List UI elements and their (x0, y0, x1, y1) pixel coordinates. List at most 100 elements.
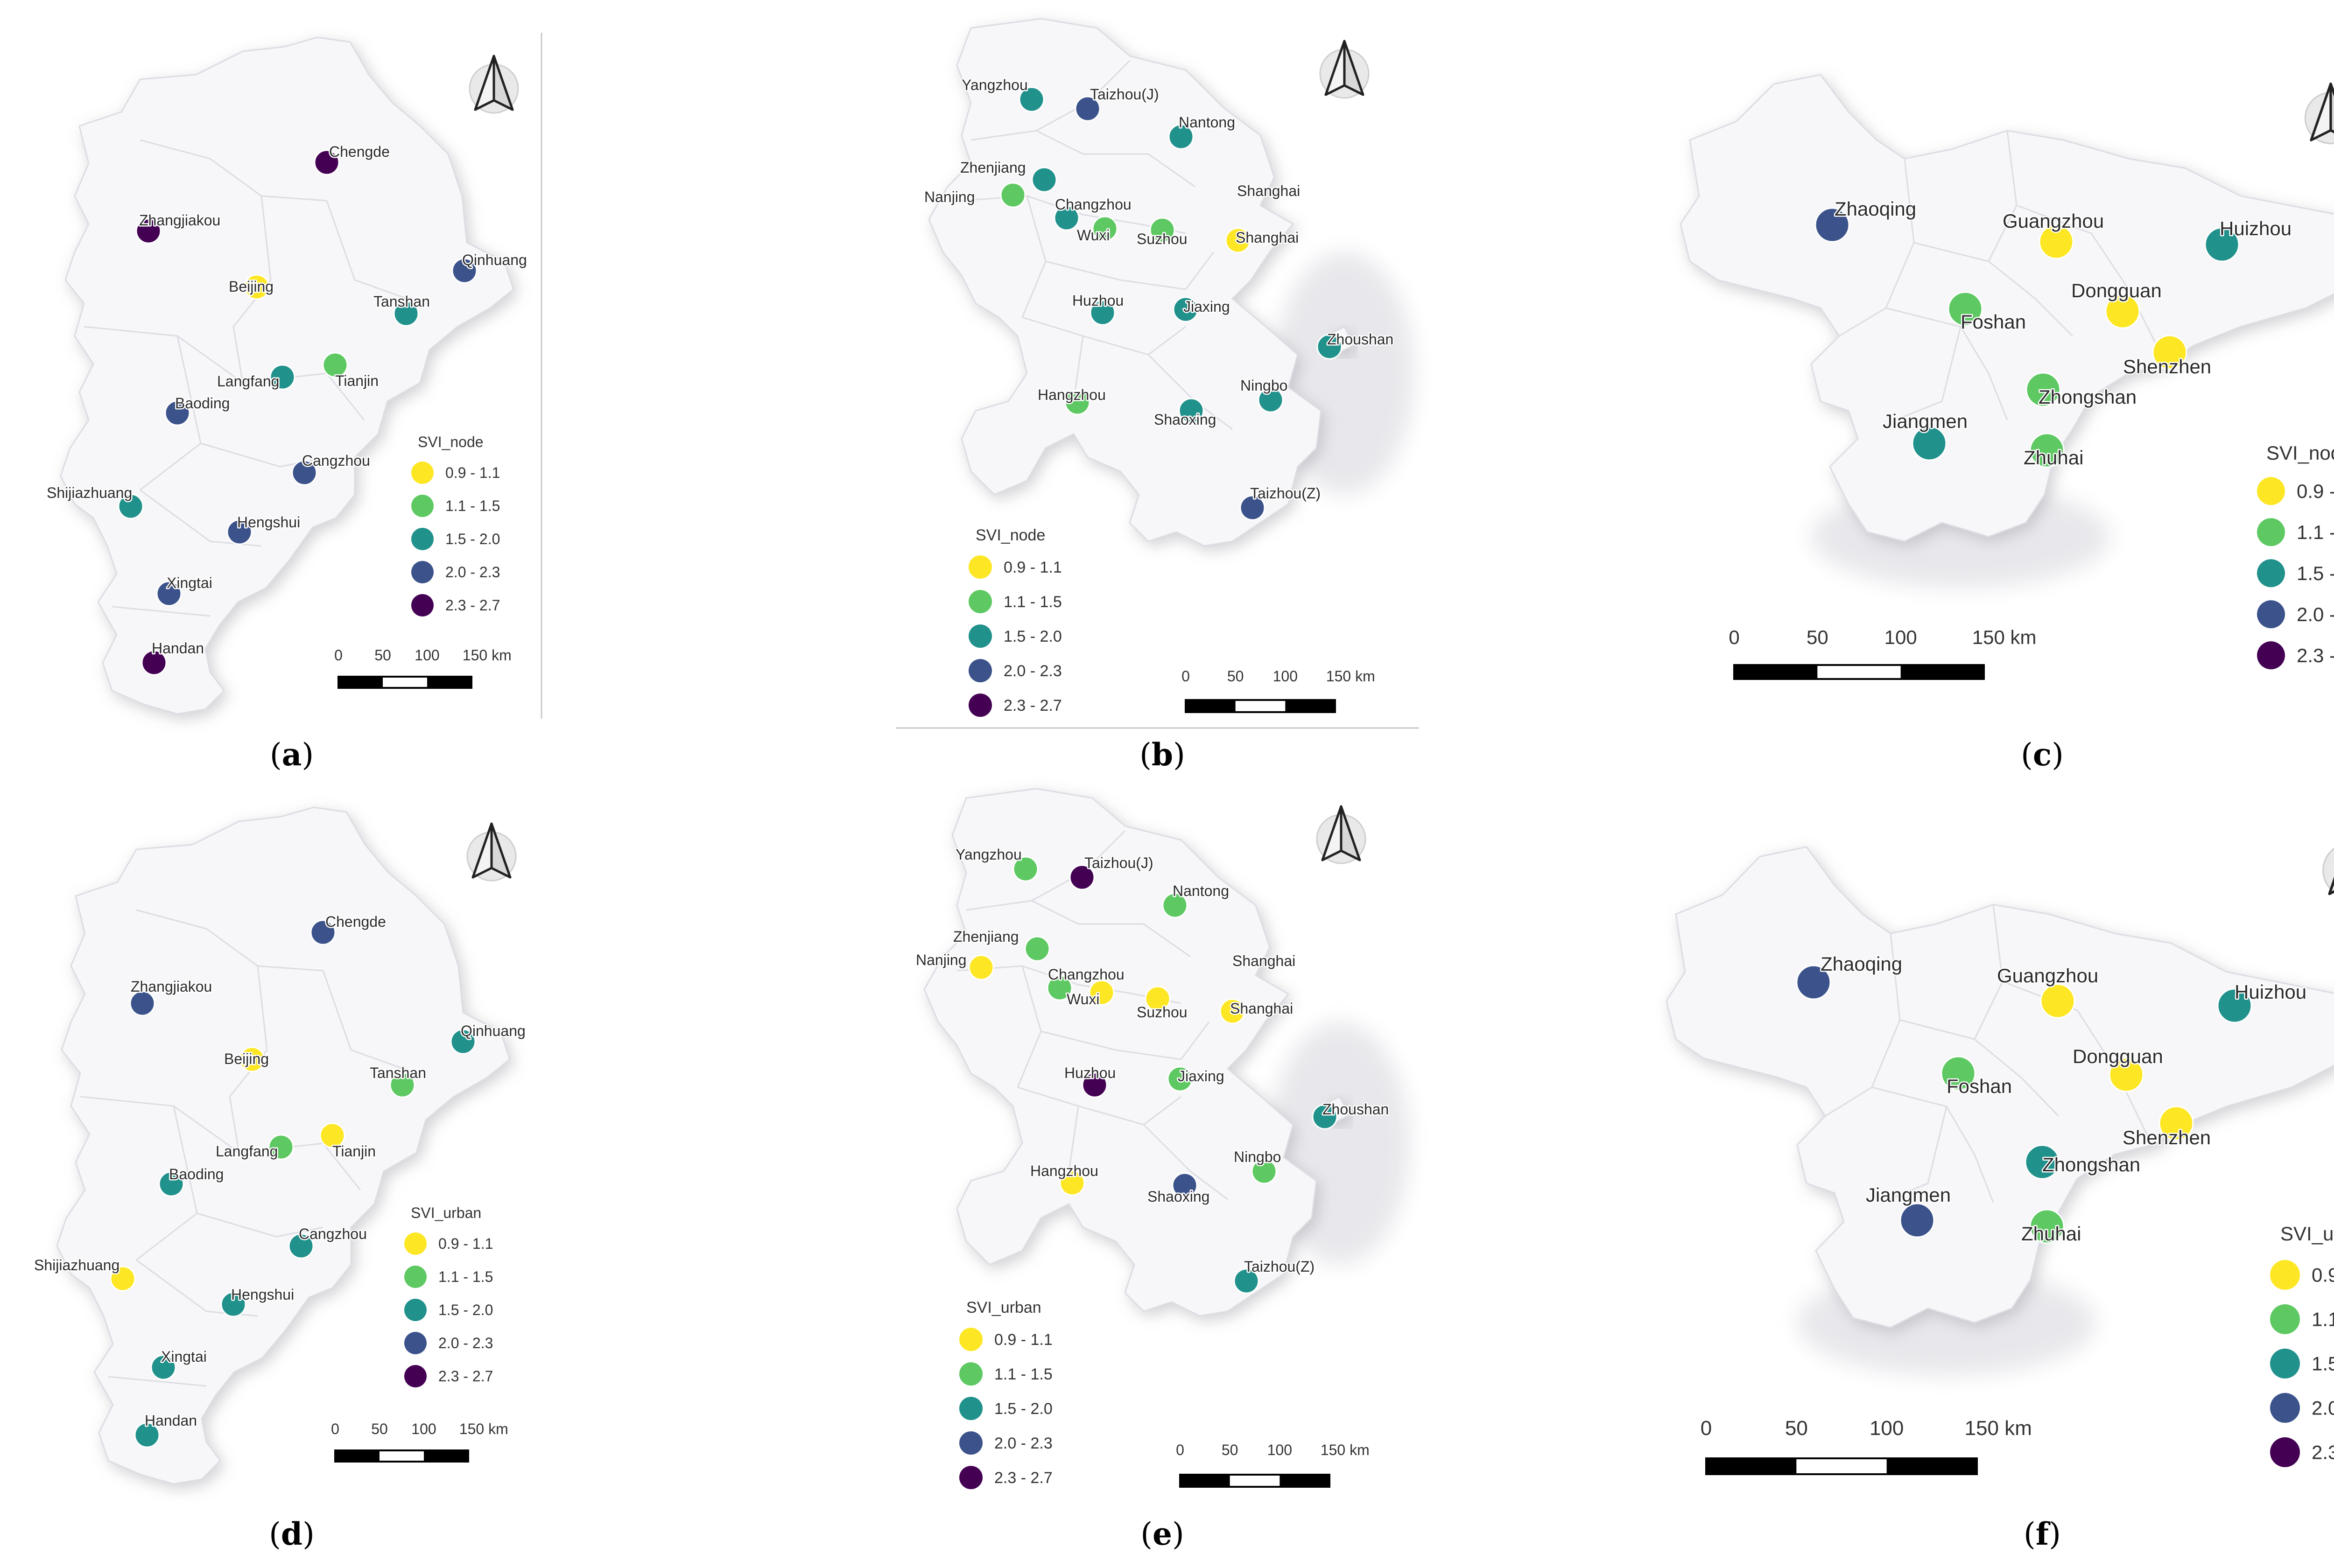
city-marker-cangzhou[interactable] (291, 460, 317, 486)
city-marker-zhaoqing[interactable] (1796, 965, 1831, 1000)
city-marker-jiangmen[interactable] (1912, 426, 1947, 461)
city-marker-langfang[interactable] (268, 1134, 294, 1160)
city-marker-chengde[interactable] (310, 919, 336, 945)
city-marker-zhuhai[interactable] (2029, 433, 2065, 468)
city-marker-suzhou[interactable] (1145, 986, 1171, 1012)
legend-label: 1.5 - 2.0 (2312, 1353, 2334, 1375)
legend-swatch-4 (2270, 1437, 2300, 1467)
city-marker-shijiazhuang[interactable] (118, 493, 144, 519)
city-marker-changzhou[interactable] (1054, 205, 1080, 231)
city-marker-shijiazhuang[interactable] (110, 1266, 136, 1292)
city-label-handan: Handan (152, 640, 204, 657)
legend-swatch-1 (2270, 1304, 2300, 1334)
city-marker-qinhuang[interactable] (450, 1029, 476, 1055)
city-marker-hangzhou[interactable] (1064, 389, 1090, 415)
legend-swatch-3 (959, 1431, 983, 1455)
city-marker-handan[interactable] (134, 1422, 160, 1448)
city-marker-huzhou[interactable] (1090, 300, 1116, 326)
legend-swatch-3 (2257, 600, 2285, 629)
city-marker-tianjin[interactable] (319, 1122, 345, 1148)
city-marker-dongguan[interactable] (2105, 294, 2140, 329)
city-marker-changzhou[interactable] (1047, 975, 1073, 1001)
city-marker-shenzhen[interactable] (2158, 1106, 2194, 1141)
city-marker-xingtai[interactable] (150, 1354, 176, 1380)
city-marker-beijing[interactable] (244, 274, 270, 300)
city-marker-zhenjiang[interactable] (1031, 167, 1057, 193)
city-marker-nantong[interactable] (1168, 124, 1194, 150)
city-marker-jiaxing[interactable] (1167, 1066, 1193, 1092)
city-marker-zhangjiakou[interactable] (135, 218, 162, 244)
city-marker-beijing[interactable] (239, 1046, 265, 1072)
city-marker-handan[interactable] (141, 650, 167, 676)
city-marker-zhuhai[interactable] (2029, 1209, 2065, 1244)
city-marker-shenzhen[interactable] (2152, 335, 2187, 370)
city-marker-jiangmen[interactable] (1899, 1203, 1935, 1238)
city-marker-dongguan[interactable] (2109, 1057, 2144, 1092)
city-marker-guangzhou[interactable] (2039, 224, 2074, 259)
north-arrow-right (492, 55, 514, 111)
city-marker-xingtai[interactable] (156, 581, 182, 607)
city-marker-cangzhou[interactable] (288, 1233, 314, 1259)
city-marker-zhenjiang[interactable] (1024, 936, 1050, 962)
city-marker-langfang[interactable] (269, 364, 295, 390)
city-marker-huizhou[interactable] (2217, 988, 2252, 1023)
city-marker-shaoxing[interactable] (1172, 1172, 1198, 1198)
scale-tick-label: 50 (1807, 626, 1828, 648)
city-marker-ningbo[interactable] (1258, 387, 1284, 413)
city-marker-taizhou-z[interactable] (1239, 495, 1265, 521)
city-marker-hengshui[interactable] (226, 519, 253, 545)
city-marker-foshan[interactable] (1947, 291, 1983, 327)
city-marker-yangzhou[interactable] (1019, 86, 1045, 112)
city-marker-qinhuang[interactable] (451, 258, 478, 284)
scale-tick-label: 50 (374, 647, 391, 664)
yrd-region-shape (923, 788, 1317, 1317)
city-marker-baoding[interactable] (158, 1171, 184, 1197)
city-marker-hangzhou[interactable] (1059, 1170, 1085, 1196)
city-marker-tanshan[interactable] (389, 1072, 415, 1098)
city-marker-nanjing[interactable] (1000, 182, 1026, 208)
city-marker-yangzhou[interactable] (1012, 856, 1039, 882)
city-label-zhoushan: Zhoushan (1322, 1101, 1389, 1118)
city-marker-baoding[interactable] (164, 400, 190, 426)
city-marker-suzhou[interactable] (1149, 217, 1175, 243)
city-marker-zhongshan[interactable] (2025, 372, 2061, 407)
city-marker-shanghai[interactable] (1225, 227, 1251, 253)
city-marker-taizhou-j[interactable] (1069, 864, 1095, 890)
city-marker-hengshui[interactable] (220, 1291, 246, 1317)
city-marker-ningbo[interactable] (1251, 1158, 1277, 1184)
city-marker-taizhou-j[interactable] (1075, 96, 1101, 122)
city-marker-chengde[interactable] (314, 149, 340, 175)
city-label-guangzhou: Guangzhou (2003, 210, 2104, 232)
city-marker-zhangjiakou[interactable] (129, 990, 155, 1016)
city-marker-zhoushan[interactable] (1312, 1104, 1338, 1130)
city-marker-jiaxing[interactable] (1173, 296, 1199, 322)
city-marker-guangzhou[interactable] (2040, 983, 2075, 1019)
city-marker-tanshan[interactable] (393, 301, 419, 327)
legend-swatch-3 (411, 561, 434, 583)
legend-swatch-2 (969, 624, 992, 648)
city-marker-shaoxing[interactable] (1178, 398, 1204, 424)
city-marker-zhongshan[interactable] (2025, 1144, 2060, 1180)
legend-label: 2.3 - 2.7 (2297, 644, 2334, 666)
city-marker-foshan[interactable] (1940, 1056, 1976, 1091)
city-marker-wuxi[interactable] (1092, 216, 1118, 242)
city-marker-nantong[interactable] (1162, 892, 1188, 918)
city-marker-taizhou-z[interactable] (1233, 1268, 1259, 1294)
legend-label: 1.5 - 2.0 (1004, 628, 1062, 645)
city-marker-shanghai[interactable] (1219, 998, 1245, 1024)
scale-bar: 0 50 100 150 km (1181, 668, 1375, 713)
scale-bar: 0 50 100 150 km (1701, 1417, 2032, 1475)
city-marker-nanjing[interactable] (968, 954, 994, 980)
legend-swatch-0 (959, 1328, 983, 1351)
city-label-zhangjiakou: Zhangjiakou (139, 212, 220, 229)
city-label-taizhou-z: Taizhou(Z) (1250, 485, 1321, 502)
city-marker-zhaoqing[interactable] (1814, 207, 1850, 243)
legend-label: 0.9 - 1.1 (994, 1331, 1053, 1349)
city-marker-huzhou[interactable] (1082, 1072, 1108, 1098)
city-label-shanghai: Shanghai (1230, 1000, 1293, 1017)
city-marker-wuxi[interactable] (1089, 980, 1115, 1006)
city-marker-zhoushan[interactable] (1316, 334, 1343, 360)
city-marker-tianjin[interactable] (322, 352, 348, 378)
city-marker-huizhou[interactable] (2204, 227, 2240, 262)
city-label-hengshui: Hengshui (237, 514, 300, 531)
